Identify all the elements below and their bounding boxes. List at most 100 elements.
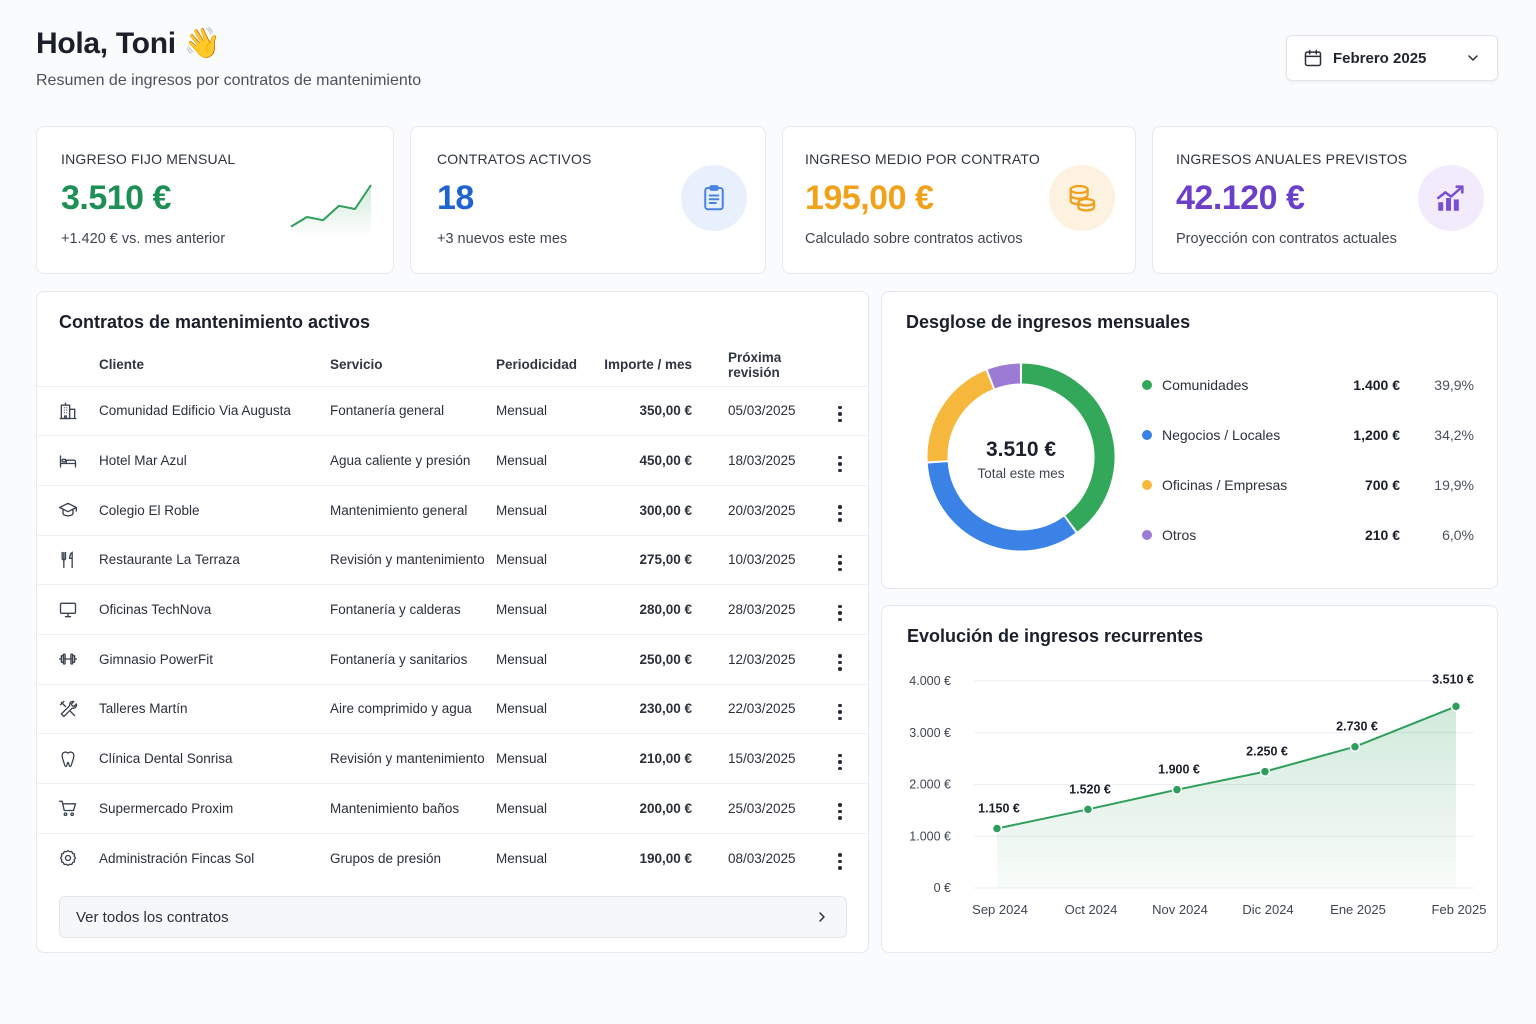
- clipboard-icon: [681, 165, 747, 231]
- coins-icon: [1049, 165, 1115, 231]
- trend-area-chart: 0 € 1.000 € 2.000 € 3.000 € 4.000 € 1.150 € Se…: [909, 672, 1486, 917]
- row-menu-icon[interactable]: [832, 503, 848, 524]
- next-review-date: 08/03/2025: [728, 850, 796, 866]
- period: Mensual: [496, 584, 596, 635]
- service-name: Revisión y mantenimiento: [330, 535, 496, 586]
- period: Mensual: [496, 386, 596, 437]
- service-name: Fontanería y calderas: [330, 584, 496, 635]
- row-menu-icon[interactable]: [832, 553, 848, 574]
- legend-item: Oficinas / Empresas 700 € 19,9%: [1142, 475, 1474, 495]
- row-menu-icon[interactable]: [832, 801, 848, 822]
- legend-name: Comunidades: [1162, 377, 1249, 393]
- service-name: Grupos de presión: [330, 850, 442, 866]
- dumbbell-icon: [37, 634, 99, 685]
- column-header-next-review[interactable]: Próxima revisión: [728, 344, 832, 387]
- x-tick-label: Sep 2024: [972, 902, 1028, 917]
- period: Mensual: [496, 634, 596, 685]
- growth-chart-icon: [1418, 165, 1484, 231]
- service-name: Aire comprimido y agua: [330, 684, 496, 735]
- row-menu-icon[interactable]: [832, 454, 848, 475]
- legend-percent: 39,9%: [1434, 377, 1474, 393]
- table-row[interactable]: Restaurante La Terraza Revisión y manten…: [37, 535, 869, 586]
- table-row[interactable]: Oficinas TechNova Fontanería y calderas …: [37, 584, 869, 635]
- breakdown-panel: Desglose de ingresos mensuales 3.510 € T…: [881, 291, 1498, 589]
- client-name: Colegio El Roble: [99, 485, 330, 536]
- tooth-icon: [37, 733, 99, 784]
- kpi-label: INGRESOS ANUALES PREVISTOS: [1176, 151, 1408, 167]
- data-label: 1.520 €: [1069, 782, 1111, 796]
- service-name: Fontanería general: [330, 386, 496, 437]
- period: Mensual: [496, 535, 596, 586]
- period: Mensual: [496, 783, 596, 834]
- contracts-table: Cliente Servicio Periodicidad Importe / …: [37, 344, 869, 883]
- column-header-client[interactable]: Cliente: [99, 344, 330, 387]
- column-header-amount[interactable]: Importe / mes: [596, 344, 692, 387]
- table-row[interactable]: Colegio El Roble Mantenimiento general M…: [37, 485, 869, 536]
- table-row[interactable]: Hotel Mar Azul Agua caliente y presión M…: [37, 435, 869, 486]
- kpi-card-annual-income: INGRESOS ANUALES PREVISTOS 42.120 € Proy…: [1152, 126, 1498, 274]
- table-row[interactable]: Gimnasio PowerFit Fontanería y sanitario…: [37, 634, 869, 685]
- amount: 210,00 €: [596, 733, 692, 784]
- row-menu-icon[interactable]: [832, 702, 848, 723]
- legend-amount: 1,200 €: [1353, 427, 1400, 443]
- cutlery-icon: [37, 535, 99, 586]
- donut-center-value: 3.510 €: [985, 438, 1057, 461]
- data-point: [1171, 784, 1183, 795]
- next-review-date: 25/03/2025: [728, 783, 832, 834]
- next-review-date: 15/03/2025: [728, 733, 832, 784]
- service-name: Fontanería y sanitarios: [330, 634, 496, 685]
- legend-percent: 19,9%: [1434, 477, 1474, 493]
- donut-slice-oficinas-empresas: [927, 370, 994, 462]
- see-all-contracts-label: Ver todos los contratos: [76, 908, 229, 926]
- kpi-card-monthly-income: INGRESO FIJO MENSUAL 3.510 € +1.420 € vs…: [36, 126, 394, 274]
- y-tick-label: 3.000 €: [909, 726, 951, 740]
- row-menu-icon[interactable]: [832, 603, 848, 624]
- row-menu-icon[interactable]: [832, 752, 848, 773]
- monitor-icon: [37, 584, 99, 635]
- data-label: 1.900 €: [1158, 763, 1200, 777]
- see-all-contracts-button[interactable]: Ver todos los contratos: [59, 896, 847, 938]
- data-point: [991, 823, 1003, 834]
- data-label: 1.150 €: [978, 801, 1020, 815]
- next-review-date: 10/03/2025: [728, 535, 832, 586]
- row-menu-icon[interactable]: [832, 404, 848, 425]
- service-name: Mantenimiento general: [330, 485, 496, 536]
- table-row[interactable]: Comunidad Edificio Via Augusta Fontanerí…: [37, 386, 869, 437]
- trend-title: Evolución de ingresos recurrentes: [907, 626, 1204, 646]
- amount: 200,00 €: [596, 783, 692, 834]
- table-row[interactable]: Talleres Martín Aire comprimido y agua M…: [37, 684, 869, 735]
- breakdown-title: Desglose de ingresos mensuales: [906, 312, 1191, 332]
- column-header-service[interactable]: Servicio: [330, 344, 496, 387]
- legend-item: Otros 210 € 6,0%: [1142, 525, 1474, 545]
- service-name: Agua caliente y presión: [330, 435, 496, 486]
- row-menu-icon[interactable]: [832, 851, 848, 872]
- month-selector[interactable]: Febrero 2025: [1286, 35, 1498, 81]
- legend-name: Otros: [1162, 527, 1197, 543]
- gear-icon: [37, 833, 99, 883]
- period: Mensual: [496, 850, 548, 866]
- next-review-date: 28/03/2025: [728, 584, 832, 635]
- sparkline-area: [291, 185, 371, 233]
- kpi-label: INGRESO FIJO MENSUAL: [61, 151, 236, 167]
- kpi-label: INGRESO MEDIO POR CONTRATO: [805, 151, 1040, 167]
- kpi-sub: +1.420 € vs. mes anterior: [61, 231, 226, 247]
- data-point: [1349, 741, 1361, 752]
- client-name: Hotel Mar Azul: [99, 435, 330, 486]
- table-row[interactable]: Clínica Dental Sonrisa Revisión y manten…: [37, 733, 869, 784]
- trend-panel: Evolución de ingresos recurrentes 0 € 1.0…: [881, 605, 1498, 953]
- client-name: Clínica Dental Sonrisa: [99, 733, 330, 784]
- column-header-period[interactable]: Periodicidad: [496, 344, 596, 387]
- amount: 230,00 €: [596, 684, 692, 735]
- period: Mensual: [496, 485, 596, 536]
- data-label: 2.250 €: [1246, 745, 1288, 759]
- service-name: Revisión y mantenimiento: [330, 733, 496, 784]
- table-row[interactable]: Administración Fincas Sol Grupos de pres…: [37, 833, 869, 883]
- donut-chart: [927, 363, 1115, 551]
- sparkline-chart: [290, 184, 372, 233]
- row-menu-icon[interactable]: [832, 652, 848, 673]
- x-tick-label: Dic 2024: [1242, 902, 1293, 917]
- table-row[interactable]: Supermercado Proxim Mantenimiento baños …: [37, 783, 869, 834]
- contracts-panel: Contratos de mantenimiento activos Clien…: [36, 291, 869, 953]
- legend-color-dot: [1142, 480, 1152, 490]
- legend-color-dot: [1142, 380, 1152, 390]
